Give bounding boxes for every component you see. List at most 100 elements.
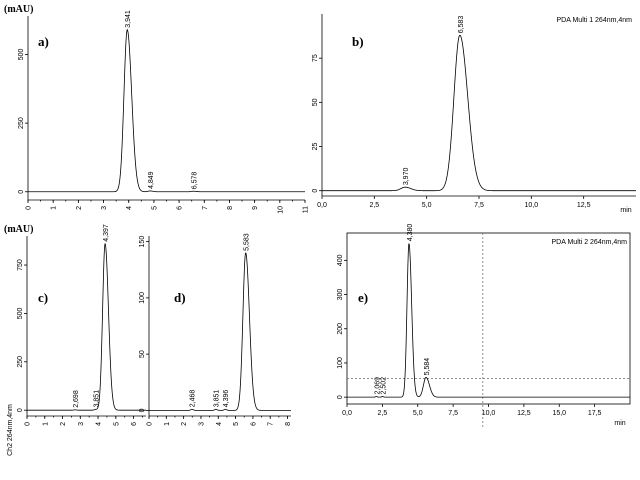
peak-label: 2,468: [190, 390, 197, 408]
y-tick-label: 150: [139, 236, 146, 248]
x-tick-label: 5: [151, 206, 158, 210]
x-tick-label: 7: [268, 422, 275, 426]
x-tick-label: 7,5: [448, 410, 458, 417]
x-tick-label: 5: [233, 422, 240, 426]
detector-side-label: Ch2 264nm,4nm: [7, 404, 14, 456]
y-tick-label: 0: [18, 190, 25, 194]
x-tick-label: 5: [113, 422, 120, 426]
x-tick-label: 1: [51, 206, 58, 210]
x-tick-label: 6: [250, 422, 257, 426]
x-tick-label: 2,5: [378, 410, 388, 417]
x-tick-label: 4: [96, 422, 103, 426]
peak-label: 5,584: [424, 358, 431, 376]
x-tick-label: 6: [177, 206, 184, 210]
y-tick-label: 25: [312, 143, 319, 151]
peak-label: 3,851: [93, 390, 100, 408]
detector-header: PDA Multi 2 264nm,4nm: [552, 239, 628, 246]
x-tick-label: 12,5: [517, 410, 531, 417]
x-unit-label: min: [620, 207, 631, 214]
x-tick-label: 1: [42, 422, 49, 426]
x-tick-label: 8: [227, 206, 234, 210]
x-tick-label: 3: [101, 206, 108, 210]
panel-letter: d): [174, 290, 186, 305]
unit-label-top: (mAU): [4, 4, 33, 15]
y-tick-label: 750: [17, 259, 24, 271]
peak-label: 3,941: [125, 10, 132, 28]
chromatogram-trace: [28, 28, 305, 193]
x-tick-label: 8: [285, 422, 292, 426]
x-tick-label: 9: [252, 206, 259, 210]
y-tick-label: 0: [17, 408, 24, 412]
chromatogram-panel-a: 0 1 2 3 4 5 6 7 8 9 10 11 0 250 500 3,941 4,849 6,578 a): [18, 10, 310, 214]
peak-label: 2,502: [380, 377, 387, 395]
y-tick-label: 50: [139, 350, 146, 358]
x-tick-label: 17,5: [588, 410, 602, 417]
x-tick-label: 2: [60, 422, 67, 426]
peak-label: 2,069: [374, 377, 381, 395]
x-tick-label: 4: [126, 206, 133, 210]
y-tick-label: 100: [139, 292, 146, 304]
x-tick-label: 6: [131, 422, 138, 426]
y-tick-label: 0: [139, 408, 146, 412]
x-tick-label: 2: [76, 206, 83, 210]
x-tick-label: 3: [78, 422, 85, 426]
x-tick-label: 3: [198, 422, 205, 426]
x-unit-label: min: [614, 420, 625, 427]
x-tick-label: 10,0: [482, 410, 496, 417]
x-tick-label: 0: [26, 206, 33, 210]
x-tick-label: 10,0: [525, 202, 539, 209]
x-tick-label: 12,5: [577, 202, 591, 209]
x-tick-label: 11: [303, 206, 310, 213]
detector-header: PDA Multi 1 264nm,4nm: [557, 17, 633, 24]
x-tick-label: 5,0: [413, 410, 423, 417]
chromatogram-trace: [322, 34, 636, 192]
x-tick-label: 0,0: [317, 202, 327, 209]
peak-label: 6,583: [458, 16, 465, 34]
chromatogram-trace: [27, 242, 146, 411]
x-tick-label: 1: [164, 422, 171, 426]
y-tick-label: 500: [17, 307, 24, 319]
y-tick-label: 0: [337, 395, 344, 399]
chromatogram-trace: [347, 243, 630, 398]
y-tick-label: 400: [337, 254, 344, 266]
chromatogram-trace: [149, 252, 291, 411]
peak-label: 4,397: [103, 224, 110, 242]
y-tick-label: 250: [17, 356, 24, 368]
y-tick-label: 75: [312, 54, 319, 62]
peak-label: 2,698: [73, 390, 80, 408]
chromatogram-panel-b: 0,0 2,5 5,0 7,5 10,0 12,5 0 25 50 75 3,970 6,583 b) P…: [312, 14, 636, 214]
panel-letter: a): [38, 34, 49, 49]
panel-letter: b): [352, 34, 364, 49]
peak-label: 3,970: [403, 168, 410, 186]
y-tick-label: 50: [312, 98, 319, 106]
x-tick-label: 15,0: [552, 410, 566, 417]
chromatogram-panel-e: 0,0 2,5 5,0 7,5 10,0 12,5 15,0 17,5 0 100 200 300 40…: [337, 224, 631, 429]
peak-label: 5,583: [244, 233, 251, 251]
peak-label: 4,380: [407, 224, 414, 242]
y-tick-label: 500: [18, 49, 25, 61]
x-tick-label: 7,5: [474, 202, 484, 209]
y-tick-label: 100: [337, 357, 344, 369]
peak-label: 4,396: [223, 390, 230, 408]
x-tick-label: 5,0: [422, 202, 432, 209]
y-tick-label: 300: [337, 289, 344, 301]
x-tick-label: 10: [277, 206, 284, 214]
x-tick-label: 0,0: [342, 410, 352, 417]
x-tick-label: 4: [216, 422, 223, 426]
panel-letter: e): [358, 290, 368, 305]
y-tick-label: 200: [337, 323, 344, 335]
peak-label: 6,578: [192, 172, 199, 190]
x-tick-label: 7: [202, 206, 209, 210]
x-tick-label: 2,5: [369, 202, 379, 209]
chromatogram-panel-d: 0 1 2 3 4 5 6 7 8 0 50 100 150 2,468 3,851 4,396 5,583 d): [139, 233, 292, 426]
peak-label: 4,849: [148, 171, 155, 189]
x-tick-label: 0: [147, 422, 154, 426]
y-tick-label: 0: [312, 189, 319, 193]
x-tick-label: 0: [25, 422, 32, 426]
y-tick-label: 250: [18, 117, 25, 129]
peak-label: 3,851: [214, 390, 221, 408]
unit-label-bottom: (mAU): [4, 224, 33, 235]
x-tick-label: 2: [181, 422, 188, 426]
